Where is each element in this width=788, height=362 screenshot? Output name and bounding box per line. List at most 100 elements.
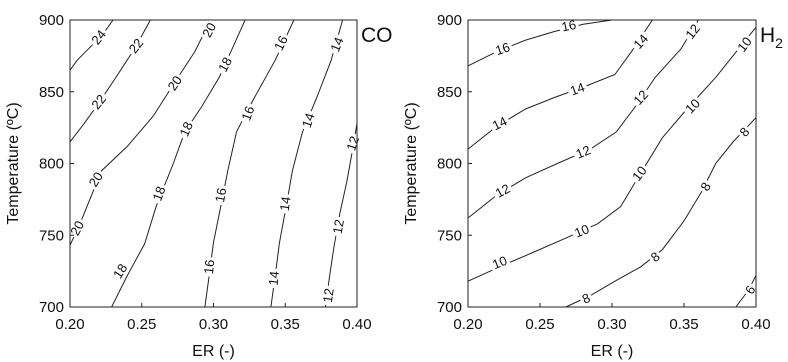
- contour-label-mask: [488, 252, 512, 273]
- contour-label-mask: [84, 167, 107, 192]
- co-contour-label-14: 14: [277, 195, 294, 211]
- co-contour-label-14: 14: [266, 270, 282, 286]
- h2-x-tick-label: 0.30: [597, 316, 626, 333]
- co-contour-panel: 2422222020202018181818161616161414141412…: [5, 12, 393, 360]
- co-contour-label-22: 22: [88, 91, 109, 112]
- h2-contour-label-16: 16: [493, 39, 511, 58]
- co-contour-line-14: [270, 20, 344, 307]
- co-contour-label-20: 20: [67, 218, 87, 238]
- contour-label-mask: [557, 16, 580, 35]
- h2-y-tick-label: 850: [437, 84, 462, 101]
- co-contour-label-22: 22: [126, 35, 147, 56]
- contour-label-mask: [329, 215, 347, 238]
- co-contour-label-12: 12: [330, 218, 347, 235]
- co-y-tick-label: 800: [39, 156, 64, 173]
- contour-label-mask: [212, 184, 230, 206]
- contour-label-mask: [238, 101, 258, 125]
- co-contour-label-18: 18: [176, 119, 196, 138]
- contour-label-mask: [488, 112, 512, 134]
- h2-title-text: H: [760, 24, 775, 47]
- contour-label-mask: [124, 33, 148, 58]
- co-x-tick-label: 0.25: [127, 316, 156, 333]
- h2-contour-label-10: 10: [682, 96, 703, 117]
- h2-y-tick-label: 900: [437, 12, 462, 29]
- contour-label-mask: [175, 117, 197, 141]
- contour-label-mask: [681, 19, 705, 44]
- contour-label-mask: [66, 216, 88, 240]
- co-plot-title: CO: [361, 24, 393, 47]
- contour-label-mask: [491, 39, 514, 59]
- h2-contour-line-12: [468, 20, 699, 219]
- co-y-tick-label: 900: [39, 12, 64, 29]
- contour-label-mask: [326, 32, 347, 56]
- contour-label-mask: [109, 259, 132, 283]
- co-y-tick-label: 850: [39, 84, 64, 101]
- co-x-tick-label: 0.20: [55, 316, 84, 333]
- h2-contour-label-14: 14: [568, 79, 587, 98]
- contour-label-mask: [646, 247, 665, 266]
- h2-x-tick-label: 0.25: [525, 316, 554, 333]
- h2-contour-label-10: 10: [629, 163, 650, 184]
- h2-contour-lines: [468, 20, 756, 307]
- h2-plot-title: H2: [760, 24, 783, 51]
- contour-label-mask: [198, 18, 220, 42]
- co-contour-labels: 2422222020202018181818161616161414141412…: [66, 18, 363, 306]
- co-contour-line-24: [70, 20, 114, 71]
- co-x-tick-label: 0.35: [271, 316, 300, 333]
- contour-label-mask: [571, 141, 595, 163]
- contour-label-mask: [629, 29, 653, 54]
- h2-y-axis-label: Temperature (ºC): [403, 102, 420, 224]
- h2-contour-label-10: 10: [572, 221, 591, 240]
- contour-label-mask: [214, 52, 236, 77]
- contour-label-mask: [680, 94, 705, 118]
- h2-contour-label-12: 12: [682, 21, 703, 42]
- co-contour-label-18: 18: [149, 184, 168, 203]
- co-x-axis-label: ER (-): [192, 343, 235, 360]
- h2-x-tick-label: 0.40: [741, 316, 770, 333]
- contour-label-mask: [270, 31, 292, 55]
- co-contour-label-14: 14: [299, 111, 318, 129]
- co-y-tick-label: 750: [39, 227, 64, 244]
- contour-label-mask: [627, 161, 651, 186]
- contour-label-mask: [733, 32, 756, 57]
- h2-contour-label-12: 12: [493, 181, 513, 201]
- co-contour-label-16: 16: [238, 104, 257, 123]
- co-x-tick-label: 0.30: [199, 316, 228, 333]
- co-y-tick-label: 700: [39, 299, 64, 316]
- co-contour-label-20: 20: [165, 73, 186, 93]
- co-x-tick-label: 0.40: [342, 316, 371, 333]
- contour-label-mask: [163, 71, 186, 95]
- contour-label-mask: [87, 89, 111, 114]
- co-contour-label-20: 20: [199, 20, 219, 40]
- contour-label-mask: [735, 122, 754, 141]
- h2-title-subscript: 2: [775, 35, 783, 51]
- h2-plot-frame: [467, 19, 757, 308]
- h2-contour-line-8: [565, 117, 756, 307]
- h2-x-tick-label: 0.20: [453, 316, 482, 333]
- co-contour-label-14: 14: [327, 35, 346, 54]
- contour-label-mask: [741, 281, 760, 299]
- h2-contour-label-10: 10: [734, 34, 755, 55]
- contour-label-mask: [490, 180, 515, 202]
- co-contour-line-20: [70, 20, 212, 246]
- co-title-text: CO: [361, 24, 393, 47]
- co-contour-label-16: 16: [271, 33, 291, 53]
- h2-contour-label-16: 16: [560, 17, 577, 35]
- contour-label-mask: [149, 182, 169, 206]
- h2-contour-line-10: [468, 26, 756, 282]
- contour-label-mask: [696, 177, 715, 196]
- contour-label-mask: [570, 220, 594, 241]
- co-contour-label-18: 18: [215, 55, 235, 75]
- co-contour-label-18: 18: [110, 261, 130, 281]
- contour-label-mask: [201, 256, 218, 278]
- co-contour-label-16: 16: [212, 187, 229, 204]
- co-contour-label-12: 12: [320, 287, 337, 303]
- contour-label-mask: [276, 193, 294, 215]
- contour-label-mask: [577, 289, 595, 308]
- h2-contour-label-14: 14: [490, 113, 510, 133]
- co-contour-label-20: 20: [86, 169, 106, 189]
- h2-contour-label-12: 12: [574, 142, 593, 161]
